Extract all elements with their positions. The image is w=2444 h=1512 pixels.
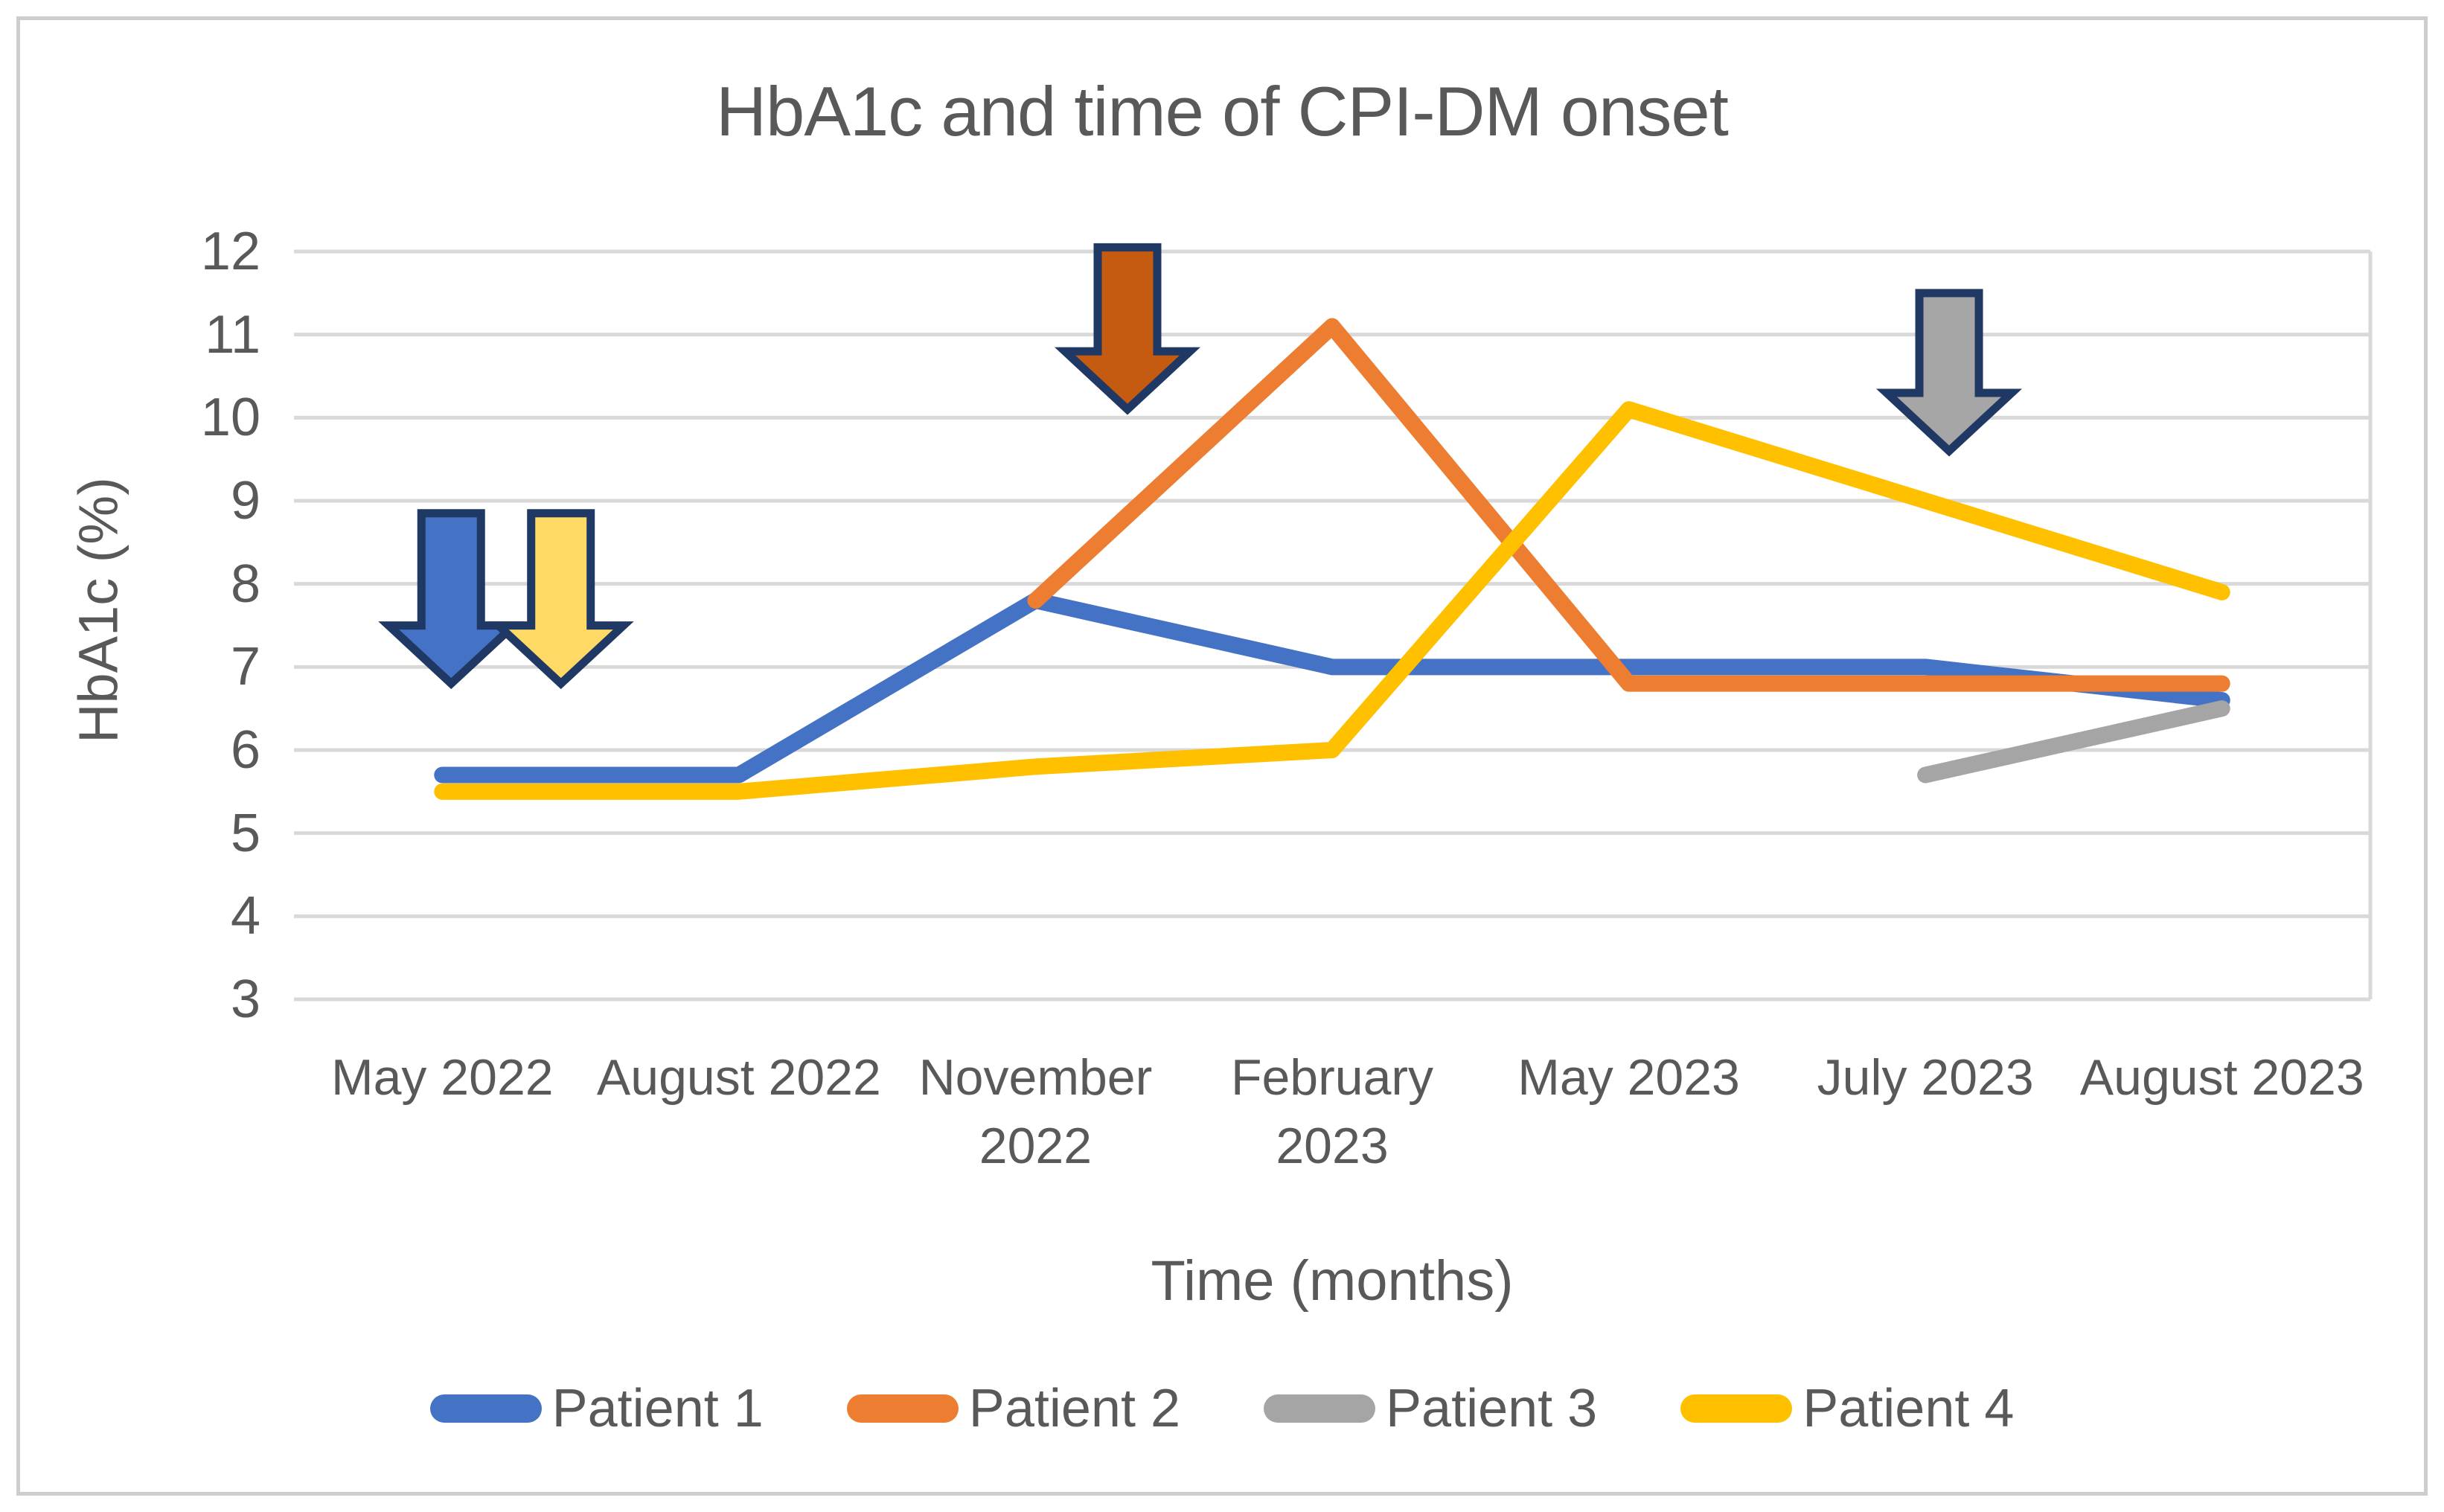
x-tick-may-2023: May 2023 [1517, 1049, 1740, 1106]
y-tick-9: 9 [230, 471, 260, 531]
y-tick-12: 12 [200, 222, 260, 281]
legend-item-patient-1: Patient 1 [429, 1378, 764, 1439]
y-tick-4: 4 [230, 886, 260, 946]
legend-swatch-patient-3 [1264, 1394, 1375, 1423]
x-axis-title: Time (months) [1151, 1249, 1514, 1313]
y-tick-10: 10 [200, 388, 260, 448]
x-tick-may-2022: May 2022 [330, 1049, 554, 1106]
patient-2-onset-arrow [1054, 243, 1200, 415]
series-line-patient-1 [434, 592, 2230, 784]
legend-item-patient-2: Patient 2 [846, 1378, 1180, 1439]
legend-label: Patient 3 [1386, 1379, 1598, 1438]
y-tick-6: 6 [230, 720, 260, 780]
x-tick-november-2022: November 2022 [918, 1049, 1153, 1174]
y-tick-5: 5 [230, 803, 260, 863]
patient-4-onset-arrow [487, 509, 634, 690]
y-tick-3: 3 [230, 970, 260, 1029]
legend-swatch-patient-4 [1680, 1394, 1793, 1423]
chart-legend: Patient 1 Patient 2 Patient 3 Patient 4 [0, 1378, 2444, 1439]
y-tick-8: 8 [230, 554, 260, 614]
patient-1-onset-arrow [378, 509, 525, 690]
x-tick-february-2023: February 2023 [1230, 1049, 1434, 1174]
y-tick-7: 7 [230, 637, 260, 697]
y-tick-11: 11 [205, 304, 260, 365]
legend-swatch-patient-2 [846, 1394, 959, 1423]
series-line-patient-3 [1917, 700, 2230, 784]
series-line-patient-2 [1027, 318, 2230, 692]
legend-item-patient-3: Patient 3 [1264, 1378, 1597, 1439]
chart-title: HbA1c and time of CPI-DM onset [716, 72, 1729, 150]
legend-label: Patient 4 [1802, 1379, 2015, 1438]
x-tick-august-2022: August 2022 [596, 1049, 881, 1106]
patient-3-onset-arrow [1876, 289, 2023, 457]
legend-label: Patient 1 [551, 1379, 764, 1438]
legend-swatch-patient-1 [429, 1394, 542, 1423]
series-line-patient-4 [434, 401, 2230, 800]
legend-item-patient-4: Patient 4 [1680, 1378, 2014, 1439]
legend-label: Patient 2 [968, 1379, 1180, 1438]
x-tick-august-2023: August 2023 [2079, 1049, 2364, 1106]
x-tick-july-2023: July 2023 [1817, 1049, 2034, 1106]
